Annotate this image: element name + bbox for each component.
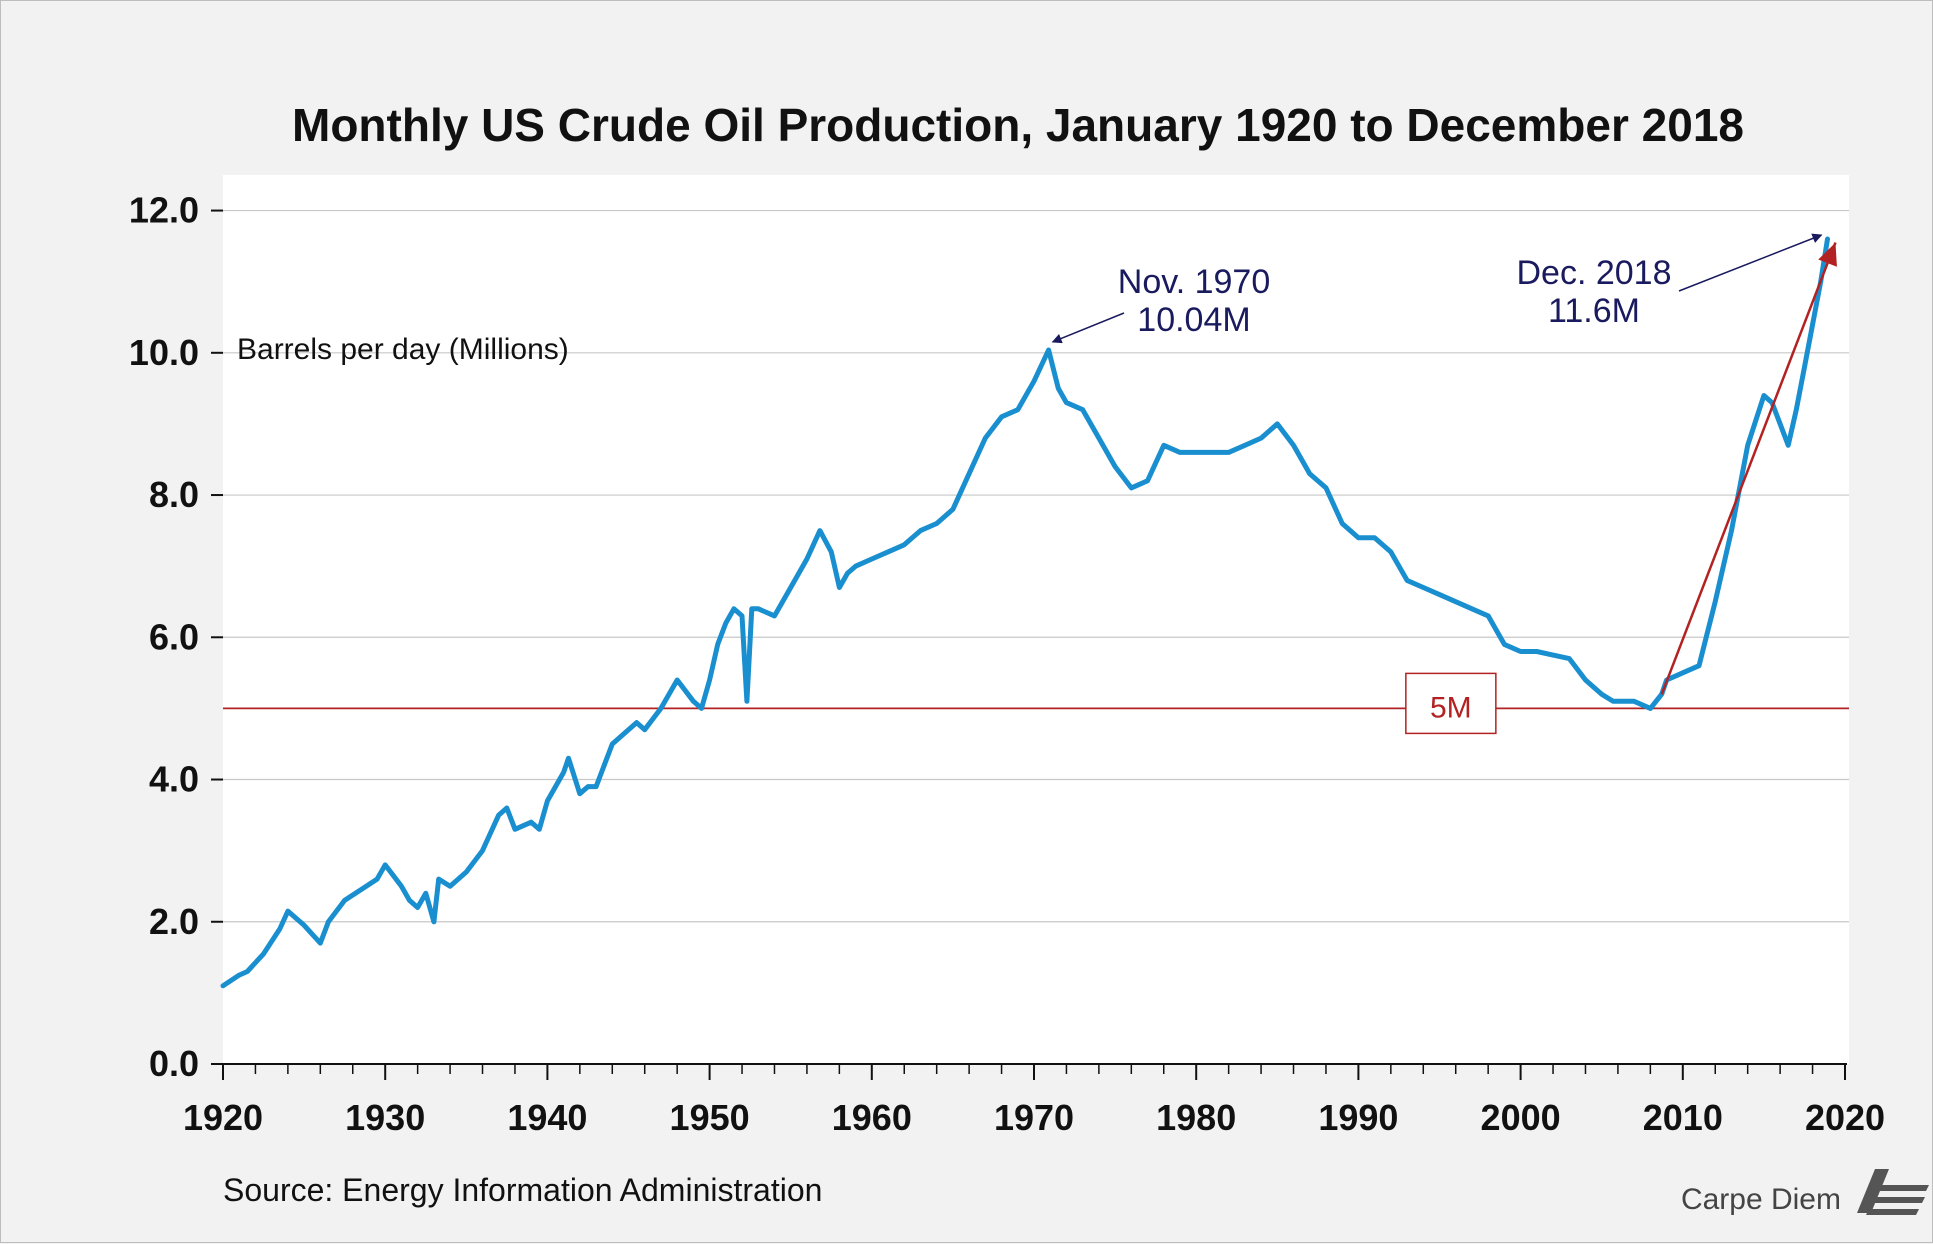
brand-name: Carpe Diem: [1681, 1183, 1841, 1216]
annotation-dec-2018-arrow: [1678, 233, 1823, 292]
x-tick-label: 2000: [1481, 1097, 1561, 1138]
axes: 0.0 2.0 4.0 6.0 8.0 10.0 12.0 1920 1930 1940 1950 1…: [129, 190, 1885, 1138]
y-axis-label: Barrels per day (Millions): [237, 333, 569, 366]
y-tick-label: 8.0: [149, 474, 199, 515]
aei-logo: [1857, 1169, 1929, 1215]
trend-arrow-head: [1818, 242, 1837, 267]
trend-arrow-line: [1660, 242, 1837, 695]
reference-label-box: [1405, 672, 1497, 735]
source-note: Source: Energy Information Administratio…: [223, 1172, 822, 1208]
x-tick-label: 1990: [1318, 1097, 1398, 1138]
x-tick-label: 1930: [345, 1097, 425, 1138]
gridlines: [223, 209, 1849, 923]
trend-arrow-group: [1660, 242, 1837, 695]
reference-line-group: 5M: [223, 672, 1849, 735]
plot-area: [223, 175, 1849, 1064]
annotation-peak-1970-arrow: [1051, 312, 1125, 344]
y-tick-label: 6.0: [149, 616, 199, 657]
chart-title: Monthly US Crude Oil Production, January…: [292, 99, 1744, 151]
x-tick-label: 2010: [1643, 1097, 1723, 1138]
x-tick-label: 2020: [1805, 1097, 1885, 1138]
annotation-dec-2018-date: Dec. 2018: [1517, 254, 1672, 292]
x-tick-label: 1960: [832, 1097, 912, 1138]
x-tick-label: 1950: [670, 1097, 750, 1138]
x-tick-label: 1920: [183, 1097, 263, 1138]
series-line-production: [220, 236, 1830, 989]
x-tick-label: 1980: [1156, 1097, 1236, 1138]
reference-label: 5M: [1430, 691, 1472, 724]
x-tick-label: 1970: [994, 1097, 1074, 1138]
y-tick-label: 10.0: [129, 332, 199, 373]
annotation-dec-2018-value: 11.6M: [1548, 292, 1640, 330]
x-tick-label: 1940: [507, 1097, 587, 1138]
y-tick-label: 12.0: [129, 190, 199, 231]
series-group: [220, 236, 1830, 989]
annotation-peak-1970-date: Nov. 1970: [1118, 263, 1270, 301]
y-tick-label: 0.0: [149, 1043, 199, 1084]
annotation-peak-1970-value: 10.04M: [1137, 301, 1250, 339]
y-tick-label: 2.0: [149, 901, 199, 942]
y-tick-label: 4.0: [149, 759, 199, 800]
